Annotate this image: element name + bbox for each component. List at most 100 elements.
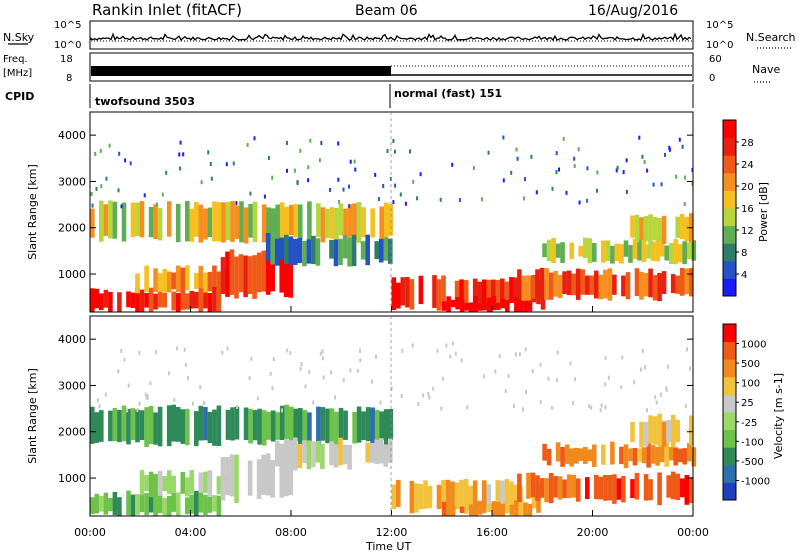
heatmap-cell <box>572 401 575 406</box>
heatmap-cell <box>189 470 195 494</box>
heatmap-cell <box>623 240 629 257</box>
heatmap-cell <box>157 208 163 241</box>
heatmap-cell <box>401 348 404 353</box>
heatmap-cell <box>293 238 298 265</box>
heatmap-cell <box>207 207 213 238</box>
heatmap-cell <box>562 136 565 141</box>
heatmap-cell <box>139 410 145 440</box>
heatmap-cell <box>94 288 100 309</box>
heatmap-cell <box>643 421 649 447</box>
heatmap-cell <box>194 202 199 237</box>
heatmap-cell <box>604 355 607 360</box>
heatmap-cell <box>120 348 123 353</box>
nsky-tick-top: 10^5 <box>54 20 81 31</box>
heatmap-cell <box>684 404 687 409</box>
heatmap-cell <box>274 238 280 266</box>
heatmap-cell <box>203 401 206 405</box>
heatmap-cell <box>622 170 625 175</box>
heatmap-cell <box>229 454 235 497</box>
heatmap-cell <box>454 280 460 307</box>
heatmap-cell <box>652 182 655 187</box>
heatmap-cell <box>555 378 558 383</box>
colorbar-tick-label: 28 <box>741 138 754 149</box>
heatmap-cell <box>405 277 410 308</box>
heatmap-cell <box>509 277 514 304</box>
heatmap-cell <box>144 493 149 516</box>
heatmap-cell <box>261 250 266 292</box>
heatmap-cell <box>504 388 507 393</box>
heatmap-cell <box>527 503 533 516</box>
heatmap-cell <box>94 493 100 514</box>
heatmap-cell <box>348 204 351 209</box>
heatmap-cell <box>183 347 186 352</box>
heatmap-cell <box>445 479 451 509</box>
heatmap-cell <box>578 200 581 205</box>
heatmap-cell <box>400 393 403 398</box>
heatmap-cell <box>157 273 163 293</box>
heatmap-cell <box>592 444 597 468</box>
heatmap-cell <box>369 442 375 463</box>
heatmap-cell <box>670 414 676 448</box>
heatmap-cell <box>610 245 615 264</box>
heatmap-cell <box>261 410 267 446</box>
heatmap-cell <box>316 406 321 447</box>
heatmap-cell <box>675 275 680 294</box>
heatmap-cell <box>136 408 139 413</box>
heatmap-cell <box>531 369 534 374</box>
heatmap-cell <box>175 293 181 312</box>
colorbar-tick-label: 500 <box>741 359 760 370</box>
heatmap-cell <box>673 239 678 265</box>
time-axis-label: Time UT <box>365 540 411 553</box>
heatmap-cell <box>212 265 217 287</box>
heatmap-cell <box>173 397 176 402</box>
freq-solid-block <box>91 66 391 76</box>
heatmap-cell <box>108 292 113 312</box>
y-tick-label: 1000 <box>58 268 86 281</box>
heatmap-cell <box>348 184 350 189</box>
velocity-ylabel: Slant Range [km] <box>26 368 39 464</box>
heatmap-cell <box>630 215 635 238</box>
heatmap-cell <box>574 377 576 382</box>
heatmap-cell <box>203 407 208 441</box>
heatmap-cell <box>185 409 190 446</box>
velocity-y-axis: 1000 2000 3000 4000 <box>58 333 693 485</box>
heatmap-cell <box>638 135 641 140</box>
heatmap-cell <box>198 472 204 493</box>
heatmap-cell <box>378 438 384 464</box>
heatmap-cell <box>601 444 606 465</box>
heatmap-cell <box>670 471 676 500</box>
heatmap-cell <box>207 293 213 312</box>
heatmap-cell <box>419 172 422 177</box>
heatmap-cell <box>557 476 563 500</box>
heatmap-cell <box>646 244 651 259</box>
colorbar-swatch <box>723 155 736 174</box>
nsearch-tick-top: 10^5 <box>706 20 733 31</box>
title: Rankin Inlet (fitACF) <box>92 1 242 19</box>
freq-label-1: Freq. <box>3 54 28 65</box>
power-panel: 1000 2000 3000 4000 Slant Range [km] 4 8 12 16… <box>26 111 770 313</box>
colorbar-swatch <box>723 482 736 501</box>
heatmap-cell <box>625 189 628 194</box>
heatmap-cell <box>661 215 667 244</box>
heatmap-cell <box>325 408 330 444</box>
heatmap-cell <box>374 409 380 444</box>
heatmap-cell <box>612 474 617 504</box>
heatmap-cell <box>562 479 567 498</box>
heatmap-cell <box>100 184 103 189</box>
heatmap-cell <box>284 206 290 236</box>
heatmap-cell <box>458 198 461 203</box>
heatmap-cell <box>265 453 271 496</box>
heatmap-cell <box>459 506 465 513</box>
heatmap-cell <box>248 408 253 444</box>
heatmap-cell <box>657 272 662 302</box>
heatmap-cell <box>517 473 522 503</box>
heatmap-cell <box>428 395 431 400</box>
heatmap-cell <box>551 186 554 191</box>
heatmap-cell <box>643 474 649 501</box>
heatmap-cell <box>598 274 604 300</box>
heatmap-cell <box>91 203 94 208</box>
heatmap-cell <box>562 271 567 295</box>
heatmap-cell <box>675 419 680 443</box>
heatmap-cell <box>307 165 310 170</box>
heatmap-cell <box>207 412 213 444</box>
